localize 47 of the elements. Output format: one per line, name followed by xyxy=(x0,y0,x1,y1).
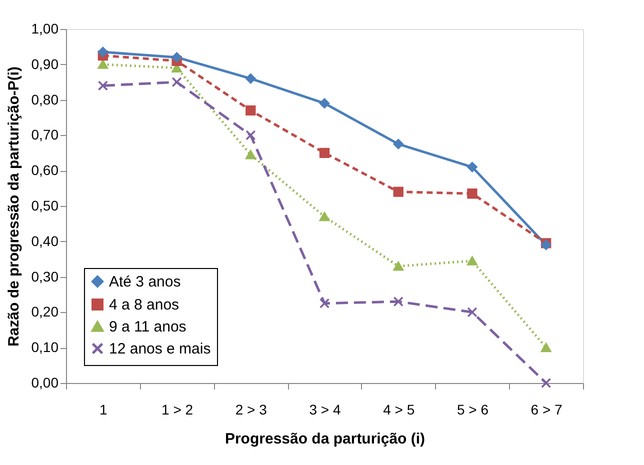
point xyxy=(540,343,552,352)
y-tick-label: 0,10 xyxy=(31,339,59,356)
point xyxy=(172,52,182,62)
point xyxy=(467,188,478,199)
x-axis-title: Progressão da parturição (i) xyxy=(224,430,426,448)
point xyxy=(246,105,256,116)
legend-label: 9 a 11 anos xyxy=(109,318,186,336)
point xyxy=(98,80,108,91)
point xyxy=(98,60,108,69)
point xyxy=(393,262,404,271)
y-tick-label: 1,00 xyxy=(31,20,59,36)
x-tick-label: 4 > 5 xyxy=(383,402,415,418)
point xyxy=(319,98,330,108)
y-tick-label: 0,30 xyxy=(31,268,59,284)
point xyxy=(467,162,478,172)
point xyxy=(319,212,330,222)
point xyxy=(467,256,478,266)
point xyxy=(319,148,330,158)
point xyxy=(98,46,108,58)
y-tick-label: 0,90 xyxy=(31,56,59,72)
y-tick-label: 0,20 xyxy=(31,304,59,320)
y-axis-title: Razão de progressão da parturição-P(i) xyxy=(5,66,22,347)
point xyxy=(467,307,478,318)
x-tick-label: 3 > 4 xyxy=(309,402,341,418)
x-tick-label: 1 xyxy=(100,402,108,418)
x-tick-label: 6 > 7 xyxy=(530,402,563,418)
y-tick-label: 0,40 xyxy=(31,232,59,249)
point xyxy=(172,77,182,88)
point xyxy=(319,298,330,308)
legend-label: 12 anos e mais xyxy=(109,340,211,358)
x-tick-label: 1 > 2 xyxy=(162,402,194,418)
point xyxy=(246,130,256,140)
y-tick-label: 0,80 xyxy=(31,91,59,108)
y-tick-label: 0,60 xyxy=(31,162,59,178)
x-tick-label: 2 > 3 xyxy=(235,402,268,418)
x-tick-label: 5 > 6 xyxy=(456,402,489,418)
point xyxy=(393,138,404,150)
y-tick-label: 0,50 xyxy=(31,198,59,214)
legend-label: 4 a 8 anos xyxy=(109,296,180,314)
legend-label: Até 3 anos xyxy=(109,274,181,290)
y-tick-label: 0,00 xyxy=(31,374,59,390)
point xyxy=(540,378,552,388)
point xyxy=(393,296,404,307)
point xyxy=(393,186,404,197)
point xyxy=(246,150,256,160)
point xyxy=(246,73,256,84)
y-tick-label: 0,70 xyxy=(31,126,59,143)
